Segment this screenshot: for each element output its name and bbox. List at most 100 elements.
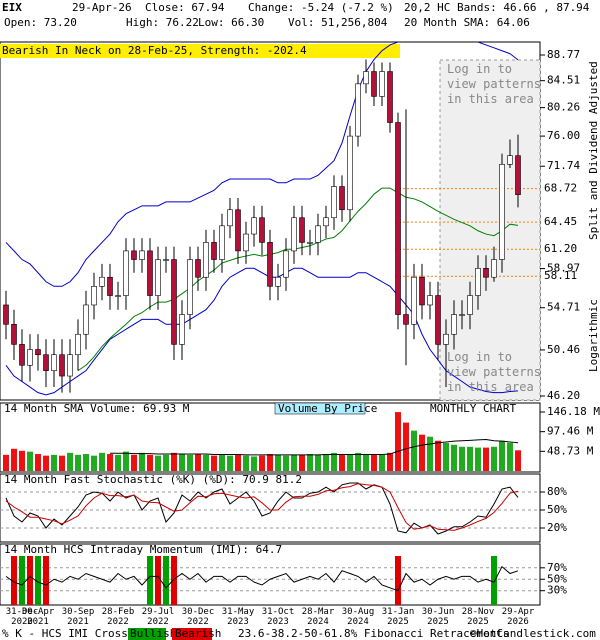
volume-bar: [419, 434, 425, 471]
volume-bar: [443, 442, 449, 471]
volume-bar: [259, 455, 265, 471]
symbol: EIX: [2, 1, 22, 14]
x-tick-label: 30-Aug 2024: [341, 607, 375, 627]
candle-body: [371, 71, 377, 97]
x-tick-label: 31-May 2023: [221, 607, 255, 627]
candle-body: [235, 209, 241, 252]
y-tick-label: 80%: [547, 485, 567, 498]
sma-line: [77, 187, 519, 372]
bearish-signal: [171, 556, 177, 605]
bearish-signal: [43, 556, 49, 605]
candle-body: [187, 259, 193, 315]
bullish-signal: [19, 556, 25, 605]
volume-bar: [195, 454, 201, 471]
volume-bar: [339, 454, 345, 471]
bearish-signal: [27, 556, 33, 605]
sma-legend: 20 Month SMA: 64.06: [404, 16, 530, 29]
fib-label: 61.20: [544, 242, 577, 255]
volume-bar: [251, 456, 257, 471]
candle-body: [115, 295, 121, 297]
candle-body: [171, 259, 177, 345]
x-tick-label: 29-Jul 2022: [141, 607, 175, 627]
candle-body: [11, 324, 17, 345]
candle-body: [427, 295, 433, 306]
y-tick-label: 50.46: [547, 343, 580, 356]
candle-body: [19, 344, 25, 366]
y-tick-label: 48.73 M: [547, 444, 594, 457]
volume-bar: [283, 455, 289, 471]
candle-body: [131, 250, 137, 260]
candle-body: [35, 349, 41, 356]
volume-bar: [323, 454, 329, 471]
y-tick-label: 70%: [547, 561, 567, 574]
y-tick-label: 80.26: [547, 101, 580, 114]
x-tick-label: 30-Jun 2025: [421, 607, 455, 627]
annotation: Bearish In Neck on 28-Feb-25, Strength: …: [2, 44, 307, 57]
volume-bar: [139, 452, 145, 471]
candle-body: [459, 314, 465, 316]
bullish-signal: [147, 556, 153, 605]
y-tick-label: 88.77: [547, 48, 580, 61]
candle-body: [147, 250, 153, 296]
volume-bar: [451, 444, 457, 471]
locked-note: Log in to view patterns in this area: [447, 350, 541, 394]
volume-bar: [499, 440, 505, 471]
volume-bar: [115, 454, 121, 471]
x-tick-label: 28-Feb 2022: [101, 607, 135, 627]
volume-bar: [91, 455, 97, 471]
y-tick-label: 84.51: [547, 74, 580, 87]
panel-title: 14 Month SMA Volume: 69.93 M: [4, 402, 190, 415]
candle-body: [323, 217, 329, 227]
volume-bar: [395, 412, 401, 471]
candle-body: [475, 268, 481, 296]
candle-body: [299, 217, 305, 243]
volume-bar: [411, 430, 417, 471]
x-tick-label: 30-Dec 2022: [181, 607, 215, 627]
volume-bar: [507, 442, 513, 471]
bullish-signal: [163, 556, 169, 605]
footer-text: ©HotCandlestick.com: [470, 627, 596, 640]
quote: Change: -5.24 (-7.2 %): [248, 1, 394, 14]
candle-body: [355, 83, 361, 137]
bearish-signal: [395, 556, 401, 605]
x-tick-label: 28-Mar 2024: [301, 607, 335, 627]
volume-bar: [75, 454, 81, 471]
volume-bar: [83, 454, 89, 471]
candle-body: [275, 276, 281, 287]
candle-body: [435, 295, 441, 345]
x-tick-label: 31-Oct 2023: [261, 607, 295, 627]
volume-bar: [355, 452, 361, 471]
x-tick-label: 30-Sep 2021: [61, 607, 95, 627]
panel-title: MONTHLY CHART: [430, 402, 516, 415]
axis-note: Logarithmic: [587, 299, 600, 372]
x-tick-label: 28-Nov 2025: [461, 607, 495, 627]
annotation-box: [0, 44, 400, 58]
volume-bar: [19, 450, 25, 471]
volume-bar: [459, 446, 465, 471]
axis-note: Split and Dividend Adjusted: [587, 61, 600, 240]
candle-body: [155, 259, 161, 296]
volume-bar: [315, 454, 321, 471]
candle-body: [3, 304, 9, 325]
volume-bar: [467, 446, 473, 471]
volume-bar: [107, 454, 113, 471]
candle-body: [419, 276, 425, 306]
y-tick-label: 50%: [547, 572, 567, 585]
volume-bar: [403, 422, 409, 471]
quote: Low: 66.30: [198, 16, 264, 29]
vbp-box: [274, 402, 366, 415]
candle-body: [107, 276, 113, 296]
band-line: [5, 42, 519, 287]
fib-label: 58.11: [544, 269, 577, 282]
candle-body: [27, 349, 33, 366]
y-tick-label: 71.74: [547, 159, 580, 172]
locked-area: [439, 59, 541, 401]
candle-body: [443, 333, 449, 345]
candle-body: [403, 314, 409, 325]
candle-body: [315, 225, 321, 243]
candle-body: [499, 164, 505, 260]
y-tick-label: 30%: [547, 584, 567, 597]
candle-body: [363, 71, 369, 85]
bullish-key: [128, 628, 166, 640]
